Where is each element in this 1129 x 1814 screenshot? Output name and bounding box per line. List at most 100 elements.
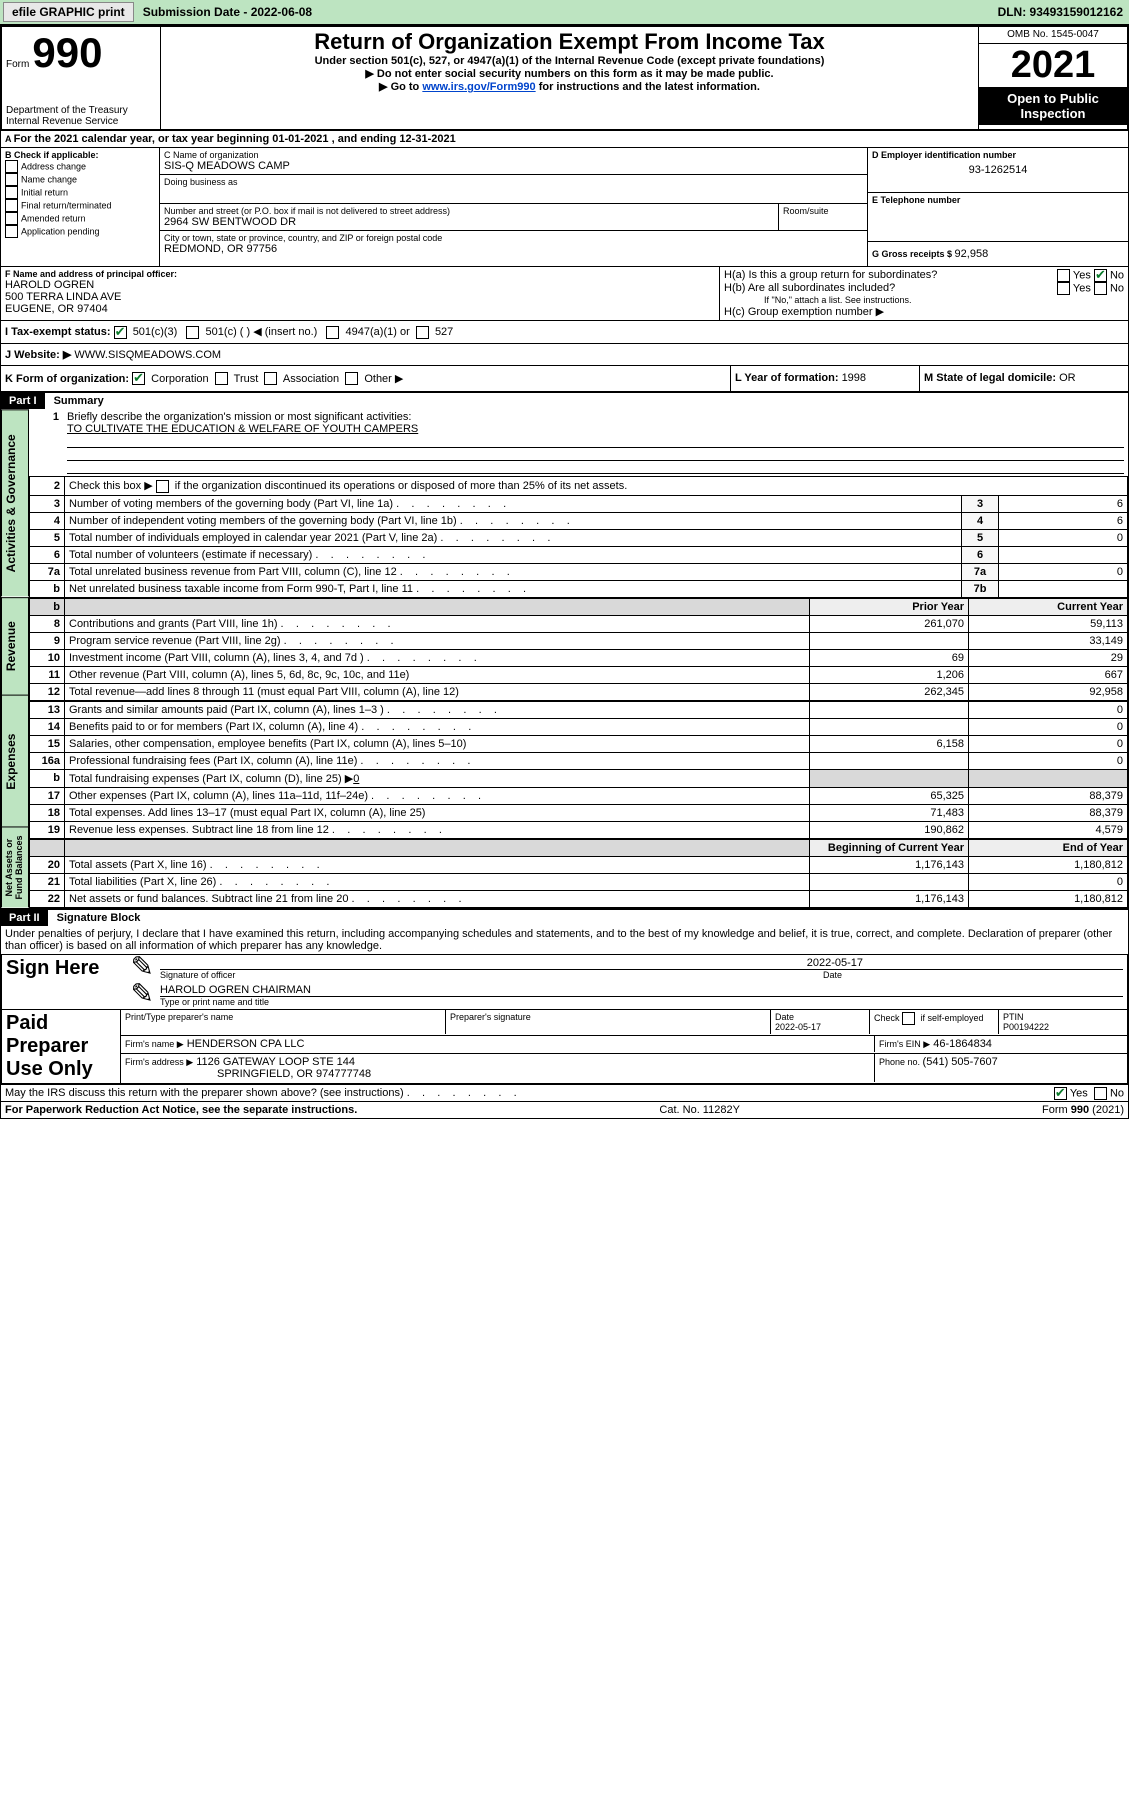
pra-notice: For Paperwork Reduction Act Notice, see … [5,1104,357,1116]
l1-label: Briefly describe the organization's miss… [67,411,411,423]
l8-curr: 59,113 [969,615,1128,632]
l16b-val: 0 [353,773,359,785]
street-address: 2964 SW BENTWOOD DR [164,216,774,228]
discuss-no-checkbox[interactable] [1094,1087,1107,1100]
submission-date: Submission Date - 2022-06-08 [137,3,318,21]
hb-yes-checkbox[interactable] [1057,282,1070,295]
l7a-text: Total unrelated business revenue from Pa… [69,566,397,578]
cb-other[interactable] [345,372,358,385]
ha-no-checkbox[interactable] [1094,269,1107,282]
cb-527[interactable] [416,326,429,339]
top-bar: efile GRAPHIC print Submission Date - 20… [0,0,1129,25]
cb-trust[interactable] [215,372,228,385]
l7b-text: Net unrelated business taxable income fr… [69,583,413,595]
checkbox-app-pending[interactable] [5,225,18,238]
l9-curr: 33,149 [969,632,1128,649]
ha-no: No [1110,269,1124,281]
ha-yes: Yes [1073,269,1091,281]
officer-addr1: 500 TERRA LINDA AVE [5,291,715,303]
l14-prior [810,718,969,735]
sig-date-lbl: Date [823,970,1123,980]
expense-lines: 13Grants and similar amounts paid (Part … [29,701,1128,839]
goto-pre: ▶ Go to [379,81,422,93]
dba-label: Doing business as [164,177,863,187]
l20-text: Total assets (Part X, line 16) [69,859,207,871]
checkbox-amended[interactable] [5,212,18,225]
omb-number: OMB No. 1545-0047 [979,27,1128,44]
l13-curr: 0 [969,701,1128,718]
l17-curr: 88,379 [969,787,1128,804]
l12-prior: 262,345 [810,683,969,700]
l12-curr: 92,958 [969,683,1128,700]
return-title: Return of Organization Exempt From Incom… [165,29,974,55]
cb-corp[interactable] [132,372,145,385]
l4-text: Number of independent voting members of … [69,515,457,527]
irs-link[interactable]: www.irs.gov/Form990 [422,81,535,93]
firm-name-lbl: Firm's name ▶ [125,1039,184,1049]
l11-curr: 667 [969,666,1128,683]
box-f-label: F Name and address of principal officer: [5,269,715,279]
cb-4947[interactable] [326,326,339,339]
line-a-tax-year: For the 2021 calendar year, or tax year … [14,133,456,145]
year-formation: 1998 [842,372,866,384]
l15-prior: 6,158 [810,735,969,752]
l8-prior: 261,070 [810,615,969,632]
hb-no-checkbox[interactable] [1094,282,1107,295]
phone-lbl: Phone no. [879,1057,923,1067]
checkbox-name-change[interactable] [5,173,18,186]
l10-text: Investment income (Part VIII, column (A)… [69,652,364,664]
l13-text: Grants and similar amounts paid (Part IX… [69,704,384,716]
efile-print-button[interactable]: efile GRAPHIC print [3,2,134,22]
l3-text: Number of voting members of the governin… [69,498,393,510]
revenue-lines: b Prior Year Current Year 8Contributions… [29,598,1128,701]
governance-lines: 2 Check this box ▶ if the organization d… [29,476,1128,598]
hc-label: H(c) Group exemption number ▶ [724,305,1124,318]
city-label: City or town, state or province, country… [164,233,863,243]
opt-trust: Trust [234,373,259,385]
ha-yes-checkbox[interactable] [1057,269,1070,282]
l3-val: 6 [999,495,1128,512]
signature-block: Sign Here ✎ 2022-05-17 Signature of offi… [1,954,1128,1084]
box-b-label: B Check if applicable: [5,150,155,160]
l21-curr: 0 [969,873,1128,890]
l22-curr: 1,180,812 [969,890,1128,907]
discuss-no: No [1110,1087,1124,1099]
box-b: B Check if applicable: Address change Na… [1,148,160,266]
cb-discontinued[interactable] [156,480,169,493]
l22-prior: 1,176,143 [810,890,969,907]
cb-assoc[interactable] [264,372,277,385]
ptin-val: P00194222 [1003,1022,1123,1032]
cb-self-employed[interactable] [902,1012,915,1025]
opt-initial-return: Initial return [21,187,68,197]
col-end-year: End of Year [969,839,1128,856]
tax-year: 2021 [979,44,1127,87]
checkbox-initial-return[interactable] [5,186,18,199]
officer-name: HAROLD OGREN [5,279,715,291]
checkbox-address-change[interactable] [5,160,18,173]
l19-text: Revenue less expenses. Subtract line 18 … [69,824,329,836]
discuss-yes-checkbox[interactable] [1054,1087,1067,1100]
perjury-declaration: Under penalties of perjury, I declare th… [1,926,1128,954]
l20-prior: 1,176,143 [810,856,969,873]
cb-501c[interactable] [186,326,199,339]
opt-501c3: 501(c)(3) [133,326,178,338]
org-name: SIS-Q MEADOWS CAMP [164,160,863,172]
cb-501c3[interactable] [114,326,127,339]
l18-prior: 71,483 [810,804,969,821]
l22-text: Net assets or fund balances. Subtract li… [69,893,348,905]
l7a-val: 0 [999,563,1128,580]
opt-4947: 4947(a)(1) or [346,326,410,338]
l21-text: Total liabilities (Part X, line 26) [69,876,216,888]
box-d-label: D Employer identification number [872,150,1124,160]
line-m-label: M State of legal domicile: [924,372,1059,384]
opt-name-change: Name change [21,174,77,184]
l17-text: Other expenses (Part IX, column (A), lin… [69,790,368,802]
line-j-label: J Website: ▶ [5,349,71,361]
opt-501c: 501(c) ( ) ◀ (insert no.) [206,326,318,338]
opt-assoc: Association [283,373,339,385]
dept-treasury: Department of the Treasury [6,105,156,116]
l19-curr: 4,579 [969,821,1128,838]
opt-corp: Corporation [151,373,208,385]
hb-label: H(b) Are all subordinates included? [724,282,895,294]
checkbox-final-return[interactable] [5,199,18,212]
